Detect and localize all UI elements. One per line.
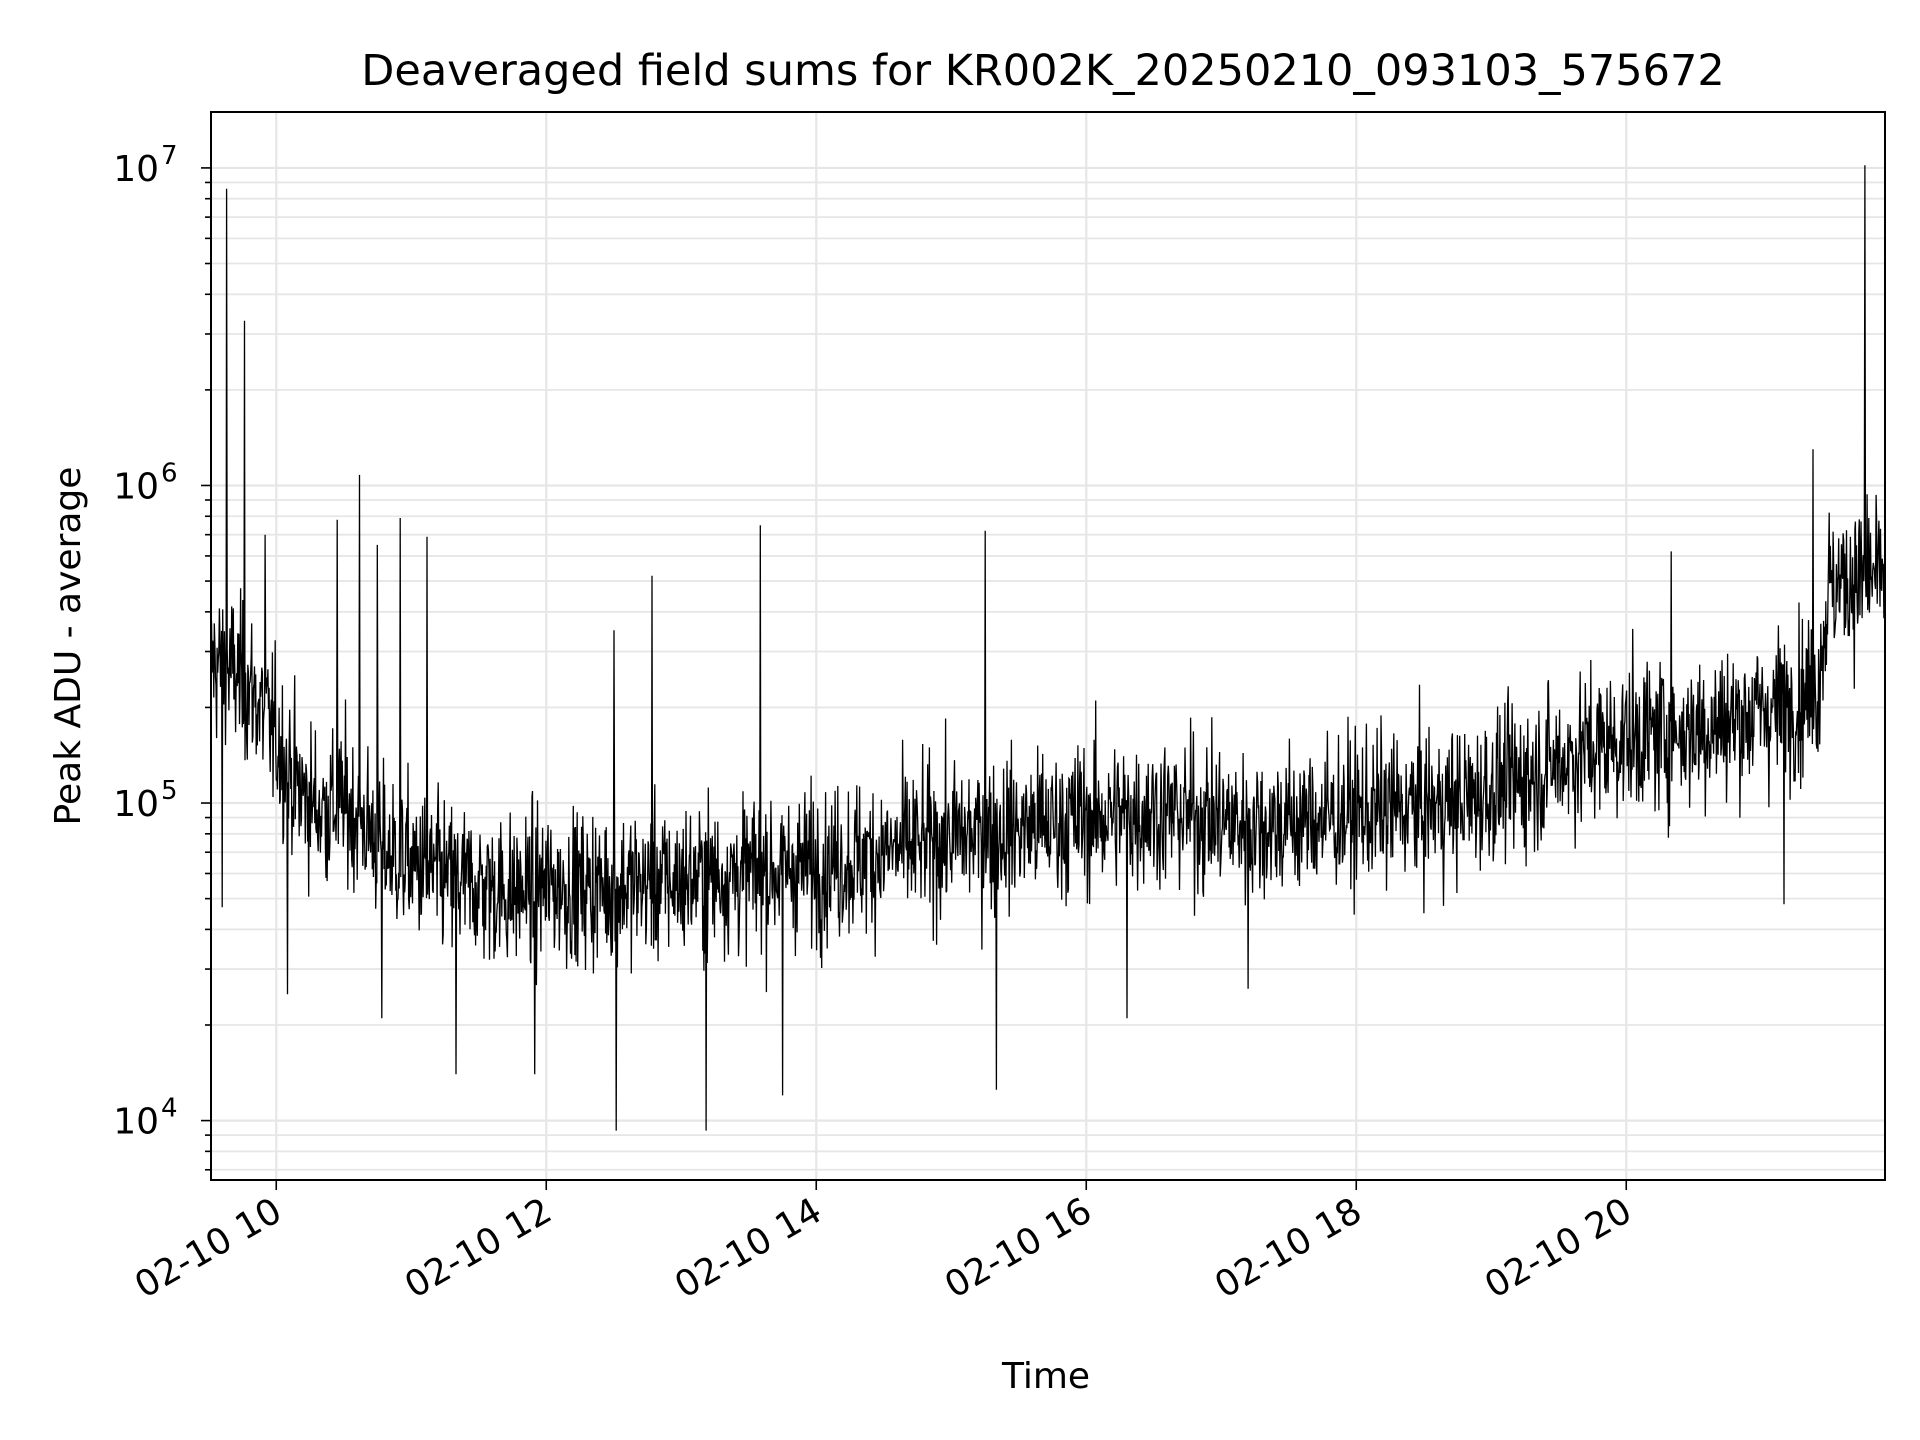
y-axis-label: Peak ADU - average (48, 467, 89, 826)
data-series (211, 165, 1885, 1131)
series-line (211, 165, 1885, 1131)
y-tick-label: 10 (113, 784, 159, 825)
y-tick-label-exponent: 5 (161, 776, 178, 806)
y-tick-label: 10 (113, 466, 159, 507)
y-tick-label-exponent: 6 (161, 458, 178, 488)
y-tick-label: 10 (113, 149, 159, 190)
plot-area-background (211, 112, 1885, 1180)
y-tick-label: 10 (113, 1102, 159, 1143)
chart-title: Deaveraged field sums for KR002K_2025021… (361, 46, 1724, 96)
plot-frame (210, 111, 1886, 1181)
x-axis-label: Time (1001, 1356, 1090, 1397)
y-tick-label-exponent: 4 (161, 1094, 178, 1124)
y-tick-label-exponent: 7 (161, 141, 178, 171)
